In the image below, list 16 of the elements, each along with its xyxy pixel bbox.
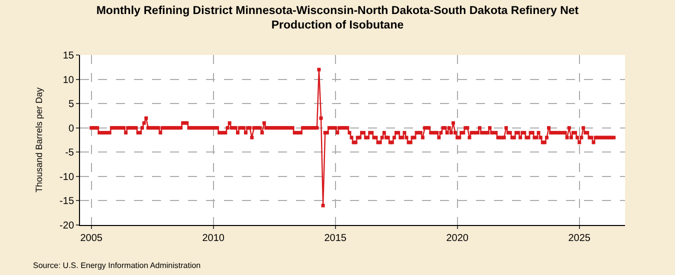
x-tick-label: 2025: [568, 233, 591, 244]
x-tick-label: 2010: [202, 233, 225, 244]
y-axis-title: Thousand Barrels per Day: [34, 86, 44, 193]
x-tick-label: 2015: [324, 233, 347, 244]
y-tick-label: 10: [62, 74, 74, 86]
y-tick-label: -5: [65, 148, 74, 159]
y-tick-label: -15: [60, 196, 74, 208]
y-tick-label: -10: [60, 172, 74, 183]
x-tick-label: 2020: [446, 233, 469, 244]
source-note: Source: U.S. Energy Information Administration: [33, 261, 201, 270]
y-tick-label: 5: [68, 99, 74, 110]
x-tick-label: 2005: [80, 233, 103, 244]
y-tick-label: 15: [62, 50, 74, 62]
chart-title: Monthly Refining District Minnesota-Wisconsin-North Dakota-South Dakota Refinery Net Production of Isobutane: [96, 4, 579, 32]
y-tick-label: 0: [68, 123, 74, 134]
y-tick-label: -20: [60, 220, 74, 232]
